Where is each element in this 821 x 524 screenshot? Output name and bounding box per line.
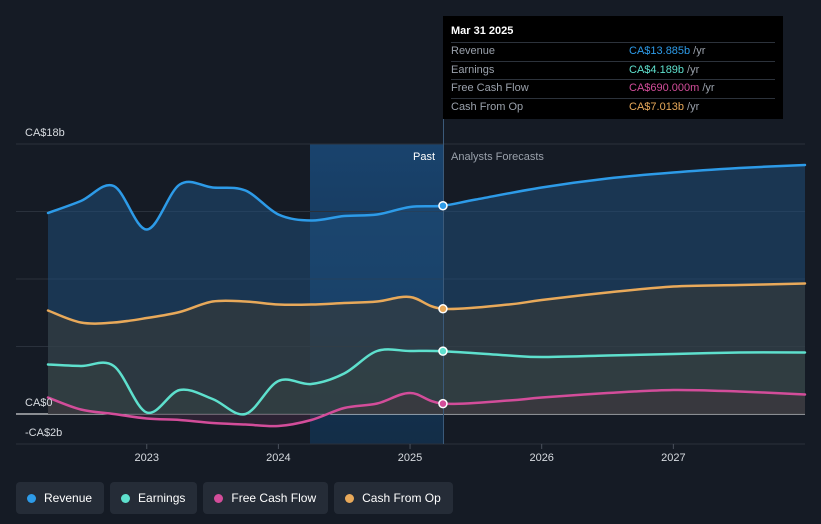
legend-item-free-cash-flow[interactable]: Free Cash Flow	[203, 482, 329, 514]
tooltip-unit: /yr	[702, 82, 715, 94]
x-tick-label: 2026	[529, 452, 553, 464]
tooltip-row-revenue: Revenue CA$13.885b /yr	[451, 42, 775, 61]
x-tick-label: 2025	[398, 452, 422, 464]
tooltip-label: Revenue	[451, 45, 496, 57]
tooltip-value: CA$690.000m	[629, 82, 700, 94]
x-tick-label: 2024	[266, 452, 290, 464]
legend: Revenue Earnings Free Cash Flow Cash Fro…	[16, 482, 453, 514]
legend-dot-icon	[214, 493, 224, 503]
tooltip-unit: /yr	[687, 100, 700, 113]
tooltip-label: Free Cash Flow	[451, 82, 529, 94]
legend-item-earnings[interactable]: Earnings	[110, 482, 198, 514]
x-tick-label: 2023	[134, 452, 158, 464]
tooltip-label: Earnings	[451, 63, 495, 76]
tooltip: Mar 31 2025 Revenue CA$13.885b /yr Earni…	[443, 16, 783, 119]
tooltip-unit: /yr	[687, 63, 700, 76]
legend-label: Earnings	[138, 491, 186, 505]
series-dots	[438, 200, 448, 409]
tooltip-value: CA$13.885b	[629, 45, 691, 57]
point-earnings	[438, 346, 448, 356]
tooltip-row-earnings: Earnings CA$4.189b /yr	[451, 60, 775, 80]
tooltip-unit: /yr	[693, 45, 706, 57]
series-areas	[48, 165, 805, 427]
tooltip-date: Mar 31 2025	[451, 25, 514, 37]
legend-dot-icon	[345, 493, 355, 503]
line-cash-from-op	[46, 282, 807, 325]
tooltip-value: CA$7.013b	[629, 100, 685, 113]
y-label-top: CA$18b	[25, 127, 65, 139]
area-cash-from-op	[48, 283, 805, 414]
y-label-zero: CA$0	[25, 397, 53, 409]
point-cash-from-op	[438, 304, 448, 314]
x-tick-label: 2027	[661, 452, 685, 464]
legend-dot-icon	[27, 493, 36, 503]
legend-label: Free Cash Flow	[231, 491, 317, 505]
tooltip-row-free-cash-flow: Free Cash Flow CA$690.000m /yr	[451, 79, 775, 98]
line-revenue	[46, 163, 807, 231]
legend-item-cash-from-op[interactable]: Cash From Op	[334, 482, 453, 514]
legend-item-revenue[interactable]: Revenue	[16, 482, 105, 514]
point-free-cash-flow	[438, 398, 448, 409]
tooltip-value: CA$4.189b	[629, 63, 685, 76]
tooltip-row-cash-from-op: Cash From Op CA$7.013b /yr	[451, 97, 775, 117]
legend-label: Revenue	[44, 491, 93, 505]
line-free-cash-flow	[46, 388, 807, 428]
legend-label: Cash From Op	[362, 491, 441, 505]
legend-dot-icon	[121, 493, 131, 503]
x-axis-ticks: 2023 2024 2025 2026 2027	[134, 444, 686, 464]
line-earnings	[46, 348, 807, 416]
y-label-bottom: -CA$2b	[25, 427, 62, 439]
series-lines	[46, 163, 807, 428]
tooltip-label: Cash From Op	[451, 100, 524, 113]
past-label: Past	[413, 151, 435, 163]
forecast-label: Analysts Forecasts	[451, 151, 544, 163]
point-revenue	[438, 200, 448, 211]
